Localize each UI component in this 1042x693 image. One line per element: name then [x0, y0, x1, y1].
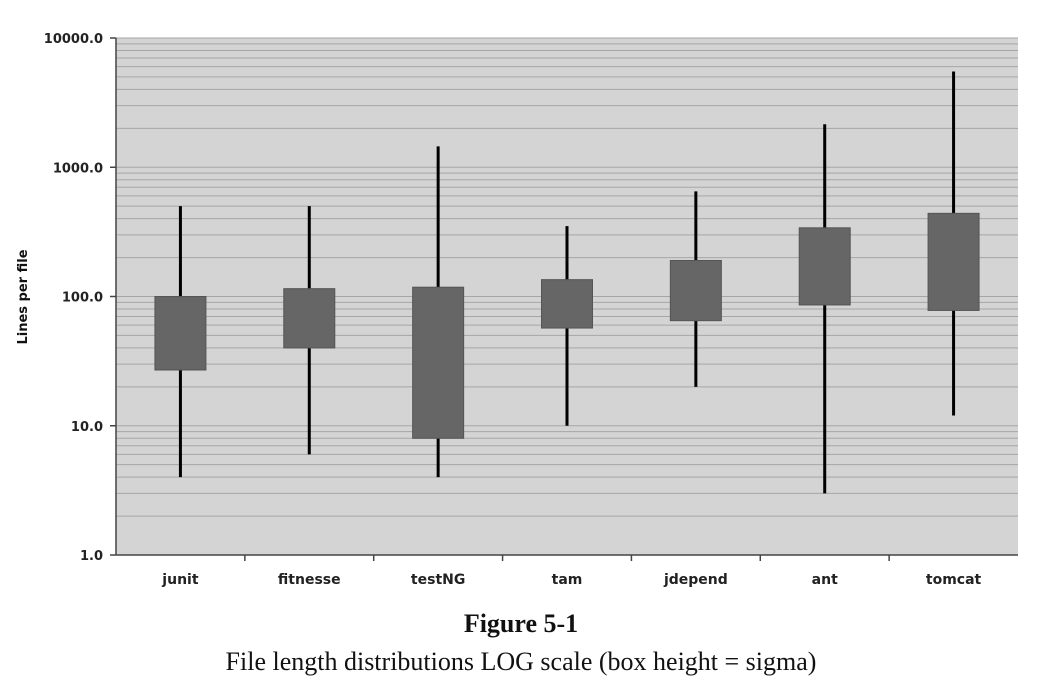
x-tick-label: tomcat — [926, 572, 982, 588]
y-tick-label: 1000.0 — [53, 161, 103, 176]
box — [541, 279, 593, 329]
x-tick-label: tam — [552, 572, 583, 588]
boxes — [154, 71, 980, 494]
x-tick-label: testNG — [411, 572, 465, 588]
box — [669, 259, 722, 322]
y-tick-label: 1.0 — [80, 549, 103, 564]
x-tick-label: fitnesse — [278, 572, 341, 588]
y-axis-label: Lines per file — [16, 249, 31, 344]
figure-number: Figure 5-1 — [463, 609, 579, 638]
y-tick-label: 10.0 — [71, 420, 103, 435]
box — [412, 286, 465, 439]
box — [927, 212, 980, 311]
box — [283, 288, 336, 349]
box — [798, 227, 851, 306]
figure-caption: File length distributions LOG scale (box… — [225, 647, 817, 676]
y-tick-label: 10000.0 — [44, 32, 103, 47]
y-tick-label: 100.0 — [62, 291, 103, 306]
x-tick-label: jdepend — [663, 572, 728, 588]
x-tick-label: ant — [812, 572, 838, 588]
box-plot-chart: 1.0 10.0 100.0 1000.0 10000.0 junit fitnesse te… — [16, 32, 1018, 588]
axis-labels: 1.0 10.0 100.0 1000.0 10000.0 junit fitnesse te… — [44, 32, 982, 588]
x-tick-label: junit — [161, 572, 199, 588]
box — [154, 296, 207, 371]
